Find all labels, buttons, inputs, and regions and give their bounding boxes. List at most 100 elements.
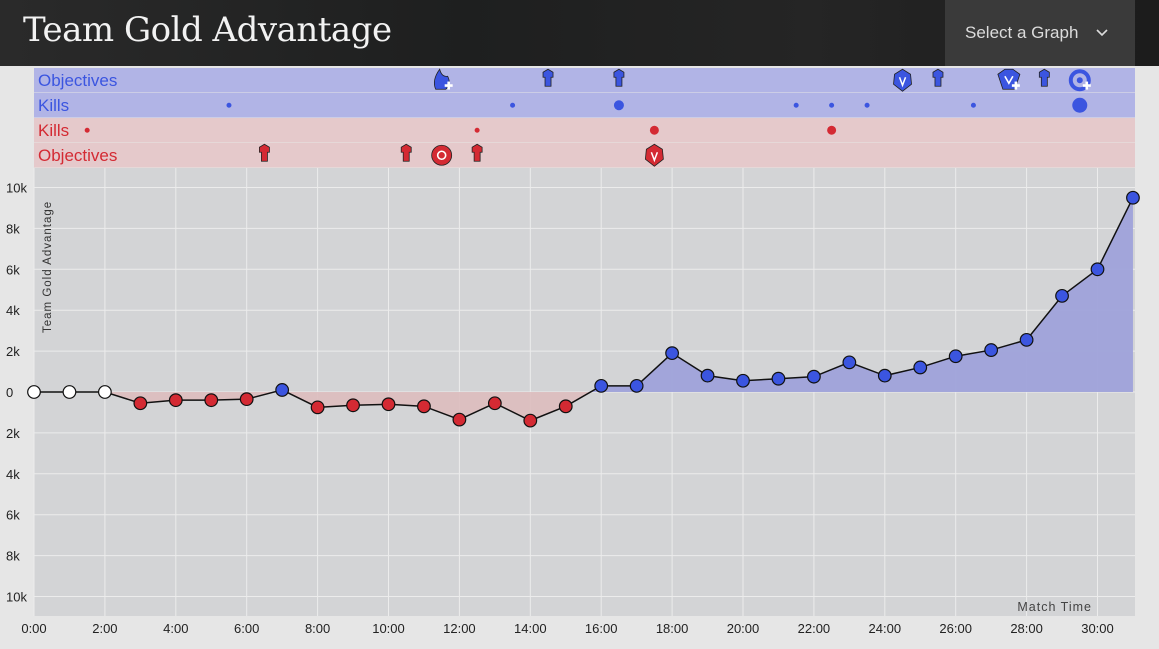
band-red-kills [34,118,1135,143]
data-point [1126,190,1140,205]
data-point [1055,288,1069,303]
x-tick-label: 26:00 [939,621,972,636]
x-tick-label: 28:00 [1010,621,1043,636]
data-point [558,399,573,414]
data-point [736,373,750,388]
blue-objective-tower-icon [542,68,554,87]
red-kill-marker [827,125,837,135]
red-objective-inhibitor-icon [644,143,664,167]
x-tick-label: 24:00 [869,621,902,636]
data-points [27,190,1140,428]
data-point [807,369,821,384]
x-tick-label: 22:00 [798,621,831,636]
data-point [700,368,715,383]
data-point [168,393,183,408]
x-tick-label: 12:00 [443,621,476,636]
y-tick-label: 10k [6,181,27,196]
band-red-objectives [34,143,1135,168]
x-axis-title: Match Time [1017,600,1092,614]
chevron-down-icon [1095,23,1109,48]
red-objective-tower-icon [471,143,483,162]
gold-line [34,197,1134,422]
y-tick-label: 10k [6,590,27,605]
plot-area [34,168,1135,616]
blue-kill-marker [793,102,799,108]
y-tick-label: 0 [6,385,13,400]
data-point [275,383,290,397]
data-point [771,371,786,386]
band-label-red-kills: Kills [38,121,69,140]
data-point [629,378,644,393]
data-point [948,349,963,364]
y-tick-label: 6k [6,262,20,277]
y-axis-ticks: 10k 8k 6k 4k 2k 0 2k 4k 6k 8k 10k [6,181,27,605]
band-blue-objectives [34,68,1135,93]
x-axis-ticks: 0:00 2:00 4:00 6:00 8:00 10:00 12:00 14:00 16:00… [21,621,1113,636]
blue-kill-marker [510,102,516,108]
data-point [913,360,928,375]
blue-objective-inhibitor-icon [893,68,912,92]
data-point [346,398,360,413]
x-tick-label: 2:00 [92,621,117,636]
data-point [204,393,219,408]
blue-objective-tower-icon [613,68,625,87]
x-tick-label: 20:00 [727,621,760,636]
data-point [665,346,679,361]
event-bands: Objectives Kills Kills Objectives [34,68,1135,168]
blue-objective-infernal-drake-icon [433,68,453,90]
red-kill-marker [84,127,90,133]
blue-kill-marker [864,102,870,108]
data-point [487,396,502,411]
data-point [452,412,467,427]
red-advantage-area [34,392,1133,421]
red-kill-marker [474,127,480,133]
blue-objective-tower-icon [1038,68,1050,87]
data-point [239,392,254,407]
data-point [842,355,857,370]
grid [33,168,1135,616]
x-tick-label: 0:00 [21,621,46,636]
graph-select-label: Select a Graph [965,23,1079,42]
blue-kill-marker [1072,97,1088,113]
red-objective-tower-icon [400,143,412,162]
y-tick-label: 6k [6,508,20,523]
data-point [1090,262,1105,277]
data-point [877,368,892,383]
page-title: Team Gold Advantage [23,10,392,50]
data-point [594,378,609,393]
y-tick-label: 4k [6,303,20,318]
data-point [381,397,396,412]
band-label-red-objectives: Objectives [38,146,117,165]
x-tick-label: 16:00 [585,621,618,636]
blue-objective-baron-icon [997,68,1021,90]
data-point [62,385,77,399]
blue-kill-marker [970,102,976,108]
graph-select[interactable]: Select a Graph [945,0,1135,66]
blue-kill-marker [226,102,232,108]
band-label-blue-kills: Kills [38,96,69,115]
red-kill-marker [649,125,659,135]
y-tick-label: 2k [6,426,20,441]
x-tick-label: 6:00 [234,621,259,636]
data-point [984,343,999,357]
blue-kill-marker [613,100,624,111]
y-tick-label: 2k [6,344,20,359]
event-markers [84,97,1088,135]
y-tick-label: 4k [6,467,20,482]
band-blue-kills [34,93,1135,118]
x-tick-label: 4:00 [163,621,188,636]
header-bar: Team Gold Advantage Select a Graph [0,0,1159,66]
blue-objective-tower-icon [932,68,944,87]
blue-kill-marker [829,102,835,108]
x-tick-label: 18:00 [656,621,689,636]
red-objective-tower-icon [259,143,270,162]
data-point [133,396,148,411]
data-point [523,413,538,428]
red-objective-rift-herald-icon [431,144,453,166]
x-tick-label: 30:00 [1081,621,1114,636]
blue-objective-elder-drake-icon [1068,69,1091,92]
data-point [97,385,112,399]
x-tick-label: 14:00 [514,621,547,636]
band-label-blue-objectives: Objectives [38,71,117,90]
y-axis-title: Team Gold Advantage [42,201,54,333]
